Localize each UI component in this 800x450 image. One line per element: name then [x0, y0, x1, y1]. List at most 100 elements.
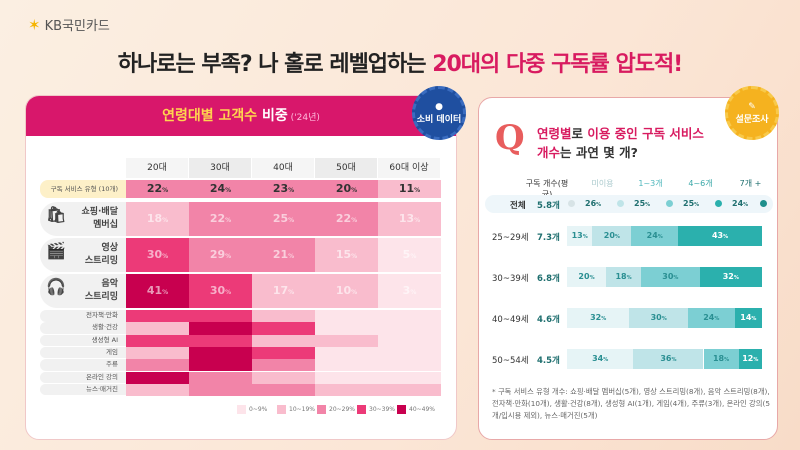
heatmap-cell: 30% — [126, 238, 189, 272]
bar-segment: 24% — [687, 308, 735, 328]
heatmap-cell: 13% — [378, 202, 441, 236]
label-line: 음악 — [101, 279, 118, 289]
heatmap-cell — [252, 322, 315, 335]
heatmap-cell — [126, 334, 189, 347]
pct: % — [351, 217, 358, 224]
pct: % — [601, 316, 607, 322]
value: 24 — [732, 199, 744, 208]
bar-segment: 18% — [703, 349, 739, 369]
legend-label: 20~29% — [329, 406, 355, 413]
column-header: 1~3개 — [638, 179, 663, 188]
category-label: 🎧 음악 스트리밍 — [40, 274, 126, 308]
badge-label: 소비 데이터 — [416, 114, 462, 125]
clapperboard-icon: 🎬 — [46, 241, 66, 260]
bar-segment: 24% — [631, 226, 679, 246]
label-line: 스트리밍 — [84, 256, 118, 266]
heatmap-cell — [315, 322, 378, 335]
heatmap-cell — [315, 346, 378, 360]
total-row-bg — [485, 195, 773, 213]
star-icon: ✶ — [28, 15, 41, 34]
cell-value: 24 — [209, 182, 226, 195]
pct: % — [162, 217, 169, 224]
pct: % — [414, 187, 421, 194]
heatmap-cell: 3% — [378, 274, 441, 308]
pct: % — [225, 289, 232, 296]
avg-count: 4.6개 — [537, 315, 560, 325]
segment-value: 18 — [712, 354, 725, 363]
badge-label: 설문조사 — [735, 114, 769, 125]
cell-value: 25 — [272, 212, 289, 225]
segment-value: 32 — [722, 272, 734, 281]
pct: % — [753, 357, 759, 363]
heatmap-cell: 29% — [189, 238, 252, 272]
avg-count: 4.5개 — [537, 356, 560, 366]
heatmap-cell: 11% — [378, 180, 441, 198]
pct: % — [351, 187, 358, 194]
q-part: 이용 중인 구독 서비스 — [587, 126, 704, 141]
heatmap-cell — [126, 371, 189, 384]
heatmap-cell — [252, 359, 315, 372]
column-header: 구독 개수(평균) — [525, 179, 569, 199]
avg-count: 7.3개 — [537, 233, 560, 243]
total-label: 전체 — [510, 201, 526, 211]
question-title: 연령별로 이용 중인 구독 서비스 개수는 과연 몇 개? — [537, 124, 704, 162]
cell-value: 17 — [272, 284, 289, 297]
heatmap-cell — [189, 383, 252, 397]
heatmap-cell: 18% — [126, 202, 189, 236]
header-text: 연령대별 고객수 — [162, 108, 263, 124]
bar-segment: 18% — [606, 267, 642, 287]
header-year: ('24년) — [287, 113, 320, 123]
segment-value: 24 — [646, 231, 658, 240]
heatmap-cell — [378, 346, 441, 360]
legend-swatch — [357, 405, 366, 414]
total-row-label: 구독 서비스 유형 (10개) — [40, 180, 126, 198]
legend-item: 10~19% — [277, 405, 315, 414]
segment-value: 43 — [711, 231, 724, 240]
footnote: * 구독 서비스 유형 개수: 쇼핑·배달 멤버십(5개), 영상 스트리밍(8… — [492, 387, 770, 420]
category-label: 생활·건강 — [40, 322, 126, 334]
value: 26 — [585, 199, 597, 208]
heatmap-cell: 21% — [252, 238, 315, 272]
column-header: 4~6개 — [688, 179, 713, 188]
total-value: 25% — [683, 199, 699, 208]
bar-segment: 36% — [633, 349, 704, 369]
heatmap-cell — [126, 322, 189, 335]
legend-swatch — [277, 405, 286, 414]
pct: % — [724, 357, 730, 363]
pct: % — [410, 253, 417, 260]
heatmap-cell — [252, 310, 315, 323]
heatmap-cell — [189, 322, 252, 335]
legend-label: 0~9% — [249, 406, 268, 413]
heatmap-cell — [378, 383, 441, 397]
q-part: 로 — [571, 126, 588, 141]
pct: % — [751, 316, 757, 322]
pct: % — [582, 234, 588, 240]
cell-value: 23 — [272, 182, 289, 195]
heatmap-cell — [252, 334, 315, 347]
heatmap-cell: 15% — [315, 238, 378, 272]
cell-value: 22 — [335, 212, 352, 225]
dot-icon — [760, 200, 767, 207]
segment-value: 30 — [650, 313, 662, 322]
pct: % — [162, 289, 169, 296]
pct: % — [671, 357, 677, 363]
bar-segment: 14% — [734, 308, 762, 328]
bar-segment: 32% — [567, 308, 630, 328]
pct: % — [673, 275, 679, 281]
dot-icon — [617, 200, 624, 207]
survey-badge: ✎ 설문조사 — [725, 86, 779, 140]
pct: % — [626, 275, 632, 281]
heatmap-cell — [189, 310, 252, 323]
pct: % — [645, 202, 651, 208]
pct: % — [225, 217, 232, 224]
pct: % — [596, 202, 602, 208]
segment-value: 36 — [660, 354, 672, 363]
bar-segment: 13% — [567, 226, 593, 246]
bar-segment: 32% — [699, 267, 762, 287]
pct: % — [225, 187, 232, 194]
heatmap-cell — [315, 359, 378, 372]
category-label: 생성형 AI — [40, 334, 126, 347]
pct: % — [714, 316, 720, 322]
q-part: 개수 — [537, 145, 561, 160]
heatmap-cell — [252, 383, 315, 397]
